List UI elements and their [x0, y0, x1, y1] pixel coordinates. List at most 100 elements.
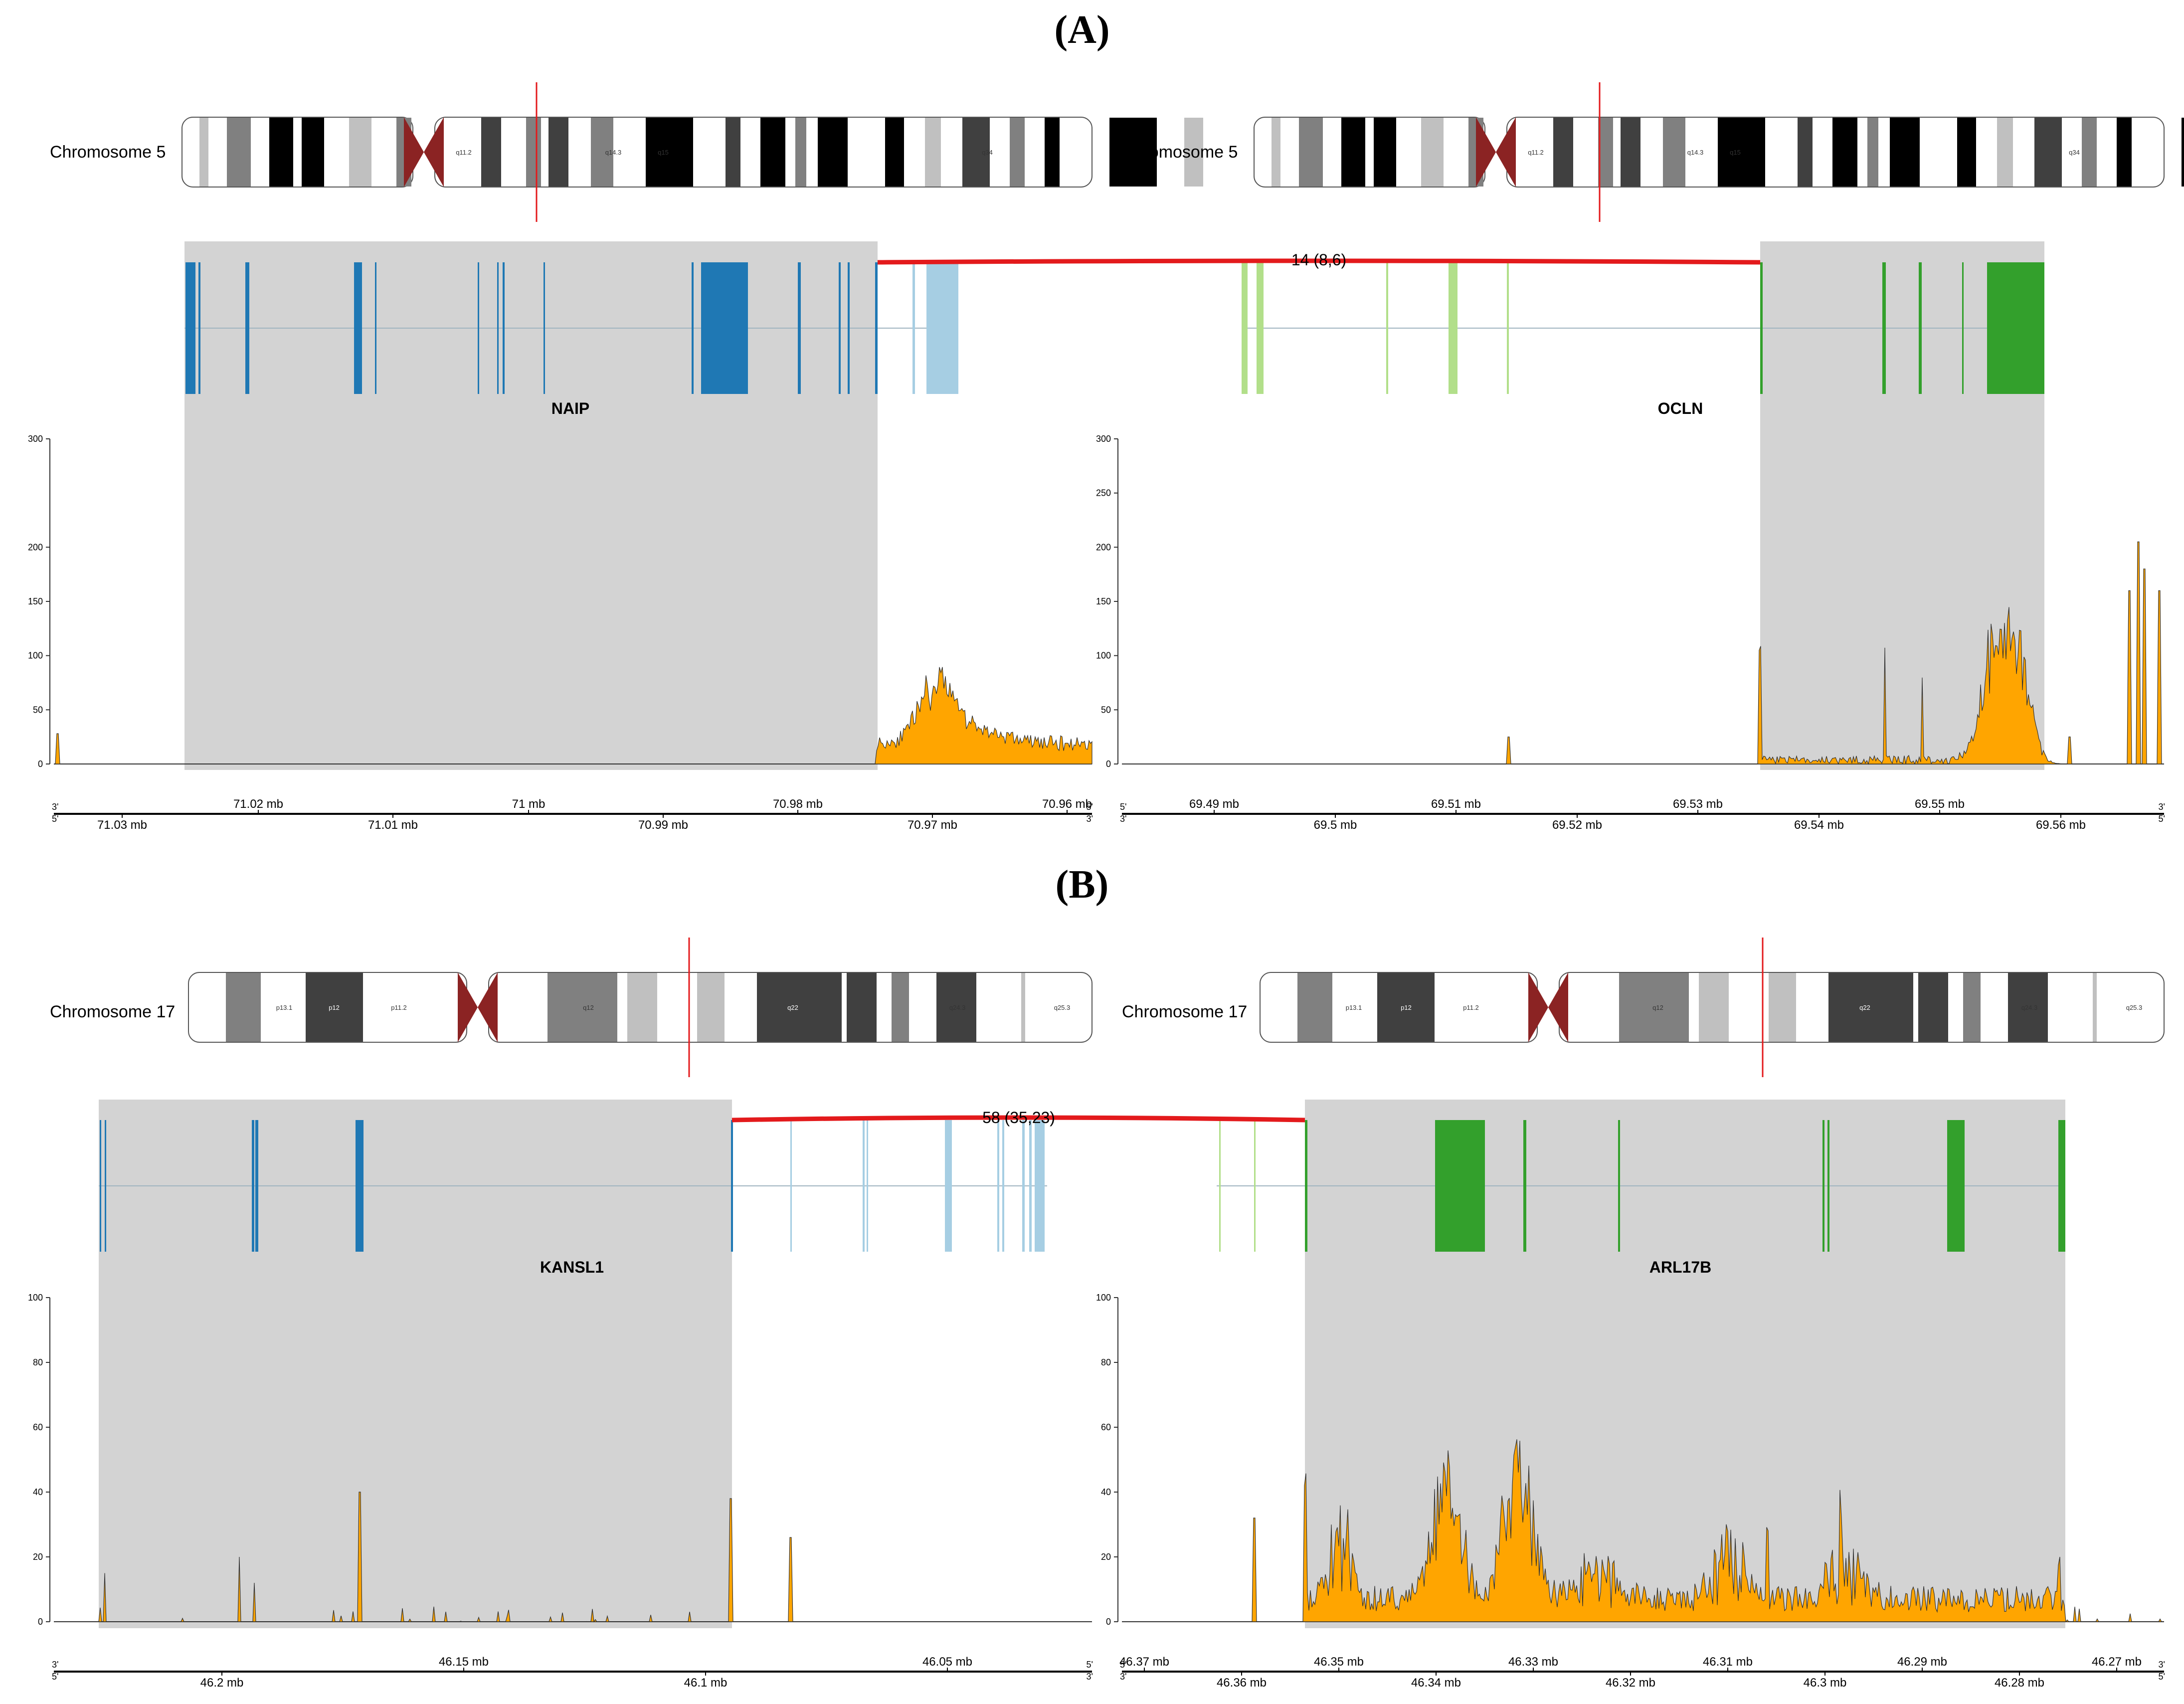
cytoband	[962, 118, 990, 187]
exon	[1523, 1120, 1526, 1252]
axis-tick-label: 46.27 mb	[2092, 1655, 2142, 1669]
arl17b-transcript-track	[1217, 1120, 2065, 1252]
cytoband	[199, 118, 208, 187]
cytoband-label: q25.3	[2126, 1004, 2143, 1011]
exon	[848, 262, 850, 394]
axis-tick-label: 46.37 mb	[1119, 1655, 1169, 1669]
axis-tick-label: 46.15 mb	[439, 1655, 489, 1669]
exon	[1386, 262, 1388, 394]
cytoband	[1918, 973, 1948, 1042]
axis-tick-label: 70.96 mb	[1042, 797, 1092, 811]
chromosome-ideogram-left-b: p13.1 p12 p11.2 q11.2 q12 q22 q24.3 q25.1 q25.3	[188, 938, 1092, 1077]
cytoband	[1045, 118, 1060, 187]
axis-tick-label: 46.31 mb	[1703, 1655, 1753, 1669]
cytoband	[1272, 118, 1280, 187]
exon	[1029, 1120, 1032, 1252]
cytoband-label: q11.2	[1528, 149, 1544, 156]
exon	[1987, 262, 2044, 394]
exon	[1760, 262, 1763, 394]
exon	[245, 262, 249, 394]
axis-tick-label: 69.51 mb	[1431, 797, 1481, 811]
strand-label: 5'	[1087, 802, 1093, 812]
y-tick-label: 150	[1096, 596, 1111, 606]
centromere	[478, 972, 498, 1042]
exon	[926, 262, 958, 394]
junction-read-count-a: 14 (8,6)	[1291, 251, 1346, 269]
exon	[731, 1120, 733, 1252]
centromere	[424, 117, 444, 187]
cytoband-label: q11.2	[516, 1004, 532, 1011]
y-tick-label: 250	[1096, 488, 1111, 498]
axis-tick-label: 69.54 mb	[1794, 818, 1844, 832]
cytoband	[925, 118, 941, 187]
cytoband	[1798, 118, 1813, 187]
strand-label: 3'	[52, 802, 58, 812]
exon	[839, 262, 841, 394]
axis-tick-label: 46.32 mb	[1606, 1676, 1655, 1690]
strand-label: 5'	[1120, 802, 1126, 812]
cytoband-label: q22	[787, 1004, 798, 1011]
cytoband-label: p13.1	[1346, 1004, 1362, 1011]
cytoband	[1377, 973, 1435, 1042]
cytoband	[885, 118, 904, 187]
naip-highlight-region	[184, 241, 878, 770]
gene-name-naip: NAIP	[551, 399, 589, 417]
exon	[1035, 1120, 1045, 1252]
cytoband	[1374, 118, 1396, 187]
exon	[912, 262, 915, 394]
axis-tick-label: 46.2 mb	[200, 1676, 244, 1690]
cytoband-label: q22	[1859, 1004, 1870, 1011]
y-tick-label: 0	[1106, 759, 1111, 769]
cytoband-label: q25.1	[992, 1004, 1008, 1011]
cytoband	[818, 118, 848, 187]
exon	[105, 1120, 106, 1252]
naip-transcript-track	[184, 262, 958, 394]
cytoband-label: q14.3	[605, 149, 622, 156]
exon	[544, 262, 545, 394]
chromosome-label-right-b: Chromosome 17	[1122, 1002, 1247, 1021]
cytoband	[1341, 118, 1365, 187]
cytoband	[1619, 973, 1689, 1042]
axis-tick-label: 46.34 mb	[1411, 1676, 1461, 1690]
axis-tick-label: 46.33 mb	[1508, 1655, 1558, 1669]
cytoband-label: p12	[1401, 1004, 1412, 1011]
cytoband	[847, 973, 877, 1042]
y-tick-label: 300	[28, 434, 43, 444]
y-tick-label: 60	[1101, 1422, 1111, 1432]
cytoband	[627, 973, 657, 1042]
y-tick-label: 100	[28, 651, 43, 661]
cytoband-label: q12	[583, 1004, 594, 1011]
exon	[1242, 262, 1248, 394]
cytoband	[1297, 973, 1332, 1042]
cytoband	[1184, 118, 1203, 187]
axis-tick-label: 46.36 mb	[1217, 1676, 1267, 1690]
cytoband	[1769, 973, 1796, 1042]
strand-label: 5'	[52, 814, 58, 824]
cytoband	[795, 118, 806, 187]
axis-tick-label: 71.01 mb	[368, 818, 418, 832]
exon	[1882, 262, 1886, 394]
panel-a: Chromosome 5 q11.2 q14.3 q15 q34 Chromosome…	[28, 82, 2184, 832]
axis-tick-label: 69.49 mb	[1189, 797, 1239, 811]
panel-b: Chromosome 17 p13.1 p12 p11.2 q11.2 q12 q22 q2…	[28, 938, 2165, 1690]
strand-label: 5'	[1087, 1660, 1093, 1670]
cytoband-label: p13.1	[276, 1004, 293, 1011]
strand-label: 3'	[2159, 1660, 2165, 1670]
centromere	[1548, 972, 1568, 1042]
chromosome-arm-p	[1254, 117, 1485, 188]
cytoband	[481, 118, 501, 187]
chromosome-label-right-a: Chromosome 5	[1122, 143, 1238, 162]
exon	[798, 262, 801, 394]
cytoband	[548, 118, 568, 187]
exon	[252, 1120, 254, 1252]
exon	[356, 1120, 364, 1252]
y-tick-label: 0	[1106, 1617, 1111, 1627]
strand-label: 3'	[1120, 814, 1126, 824]
naip-genomic-axis: 71.02 mb 71 mb 70.98 mb 70.96 mb 71.03 mb 71.…	[52, 797, 1093, 832]
exon	[1962, 262, 1964, 394]
gene-name-arl17b: ARL17B	[1649, 1258, 1711, 1276]
cytoband	[1299, 118, 1323, 187]
panel-label-b: (B)	[1056, 863, 1109, 907]
exon	[1947, 1120, 1965, 1252]
